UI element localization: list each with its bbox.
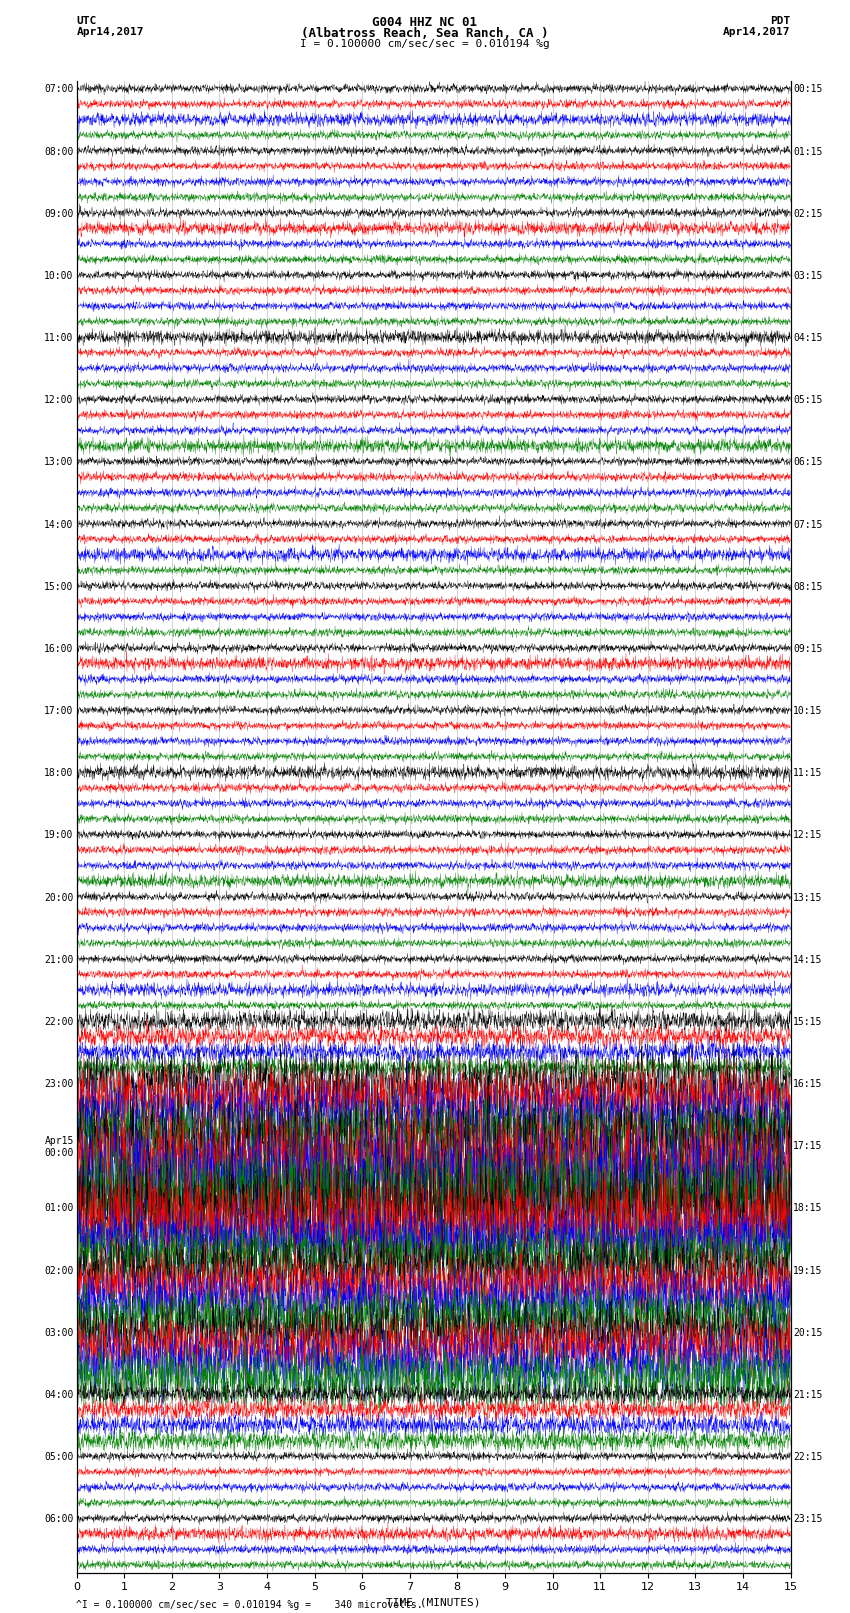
Text: UTC: UTC <box>76 16 97 26</box>
Text: Apr14,2017: Apr14,2017 <box>76 27 144 37</box>
Text: Apr14,2017: Apr14,2017 <box>723 27 791 37</box>
Text: G004 HHZ NC 01: G004 HHZ NC 01 <box>372 16 478 29</box>
Text: I = 0.100000 cm/sec/sec = 0.010194 %g: I = 0.100000 cm/sec/sec = 0.010194 %g <box>300 39 550 48</box>
X-axis label: TIME (MINUTES): TIME (MINUTES) <box>386 1598 481 1608</box>
Text: (Albatross Reach, Sea Ranch, CA ): (Albatross Reach, Sea Ranch, CA ) <box>301 27 549 40</box>
Text: PDT: PDT <box>770 16 790 26</box>
Text: ^I = 0.100000 cm/sec/sec = 0.010194 %g =    340 microvolts.: ^I = 0.100000 cm/sec/sec = 0.010194 %g =… <box>76 1600 423 1610</box>
